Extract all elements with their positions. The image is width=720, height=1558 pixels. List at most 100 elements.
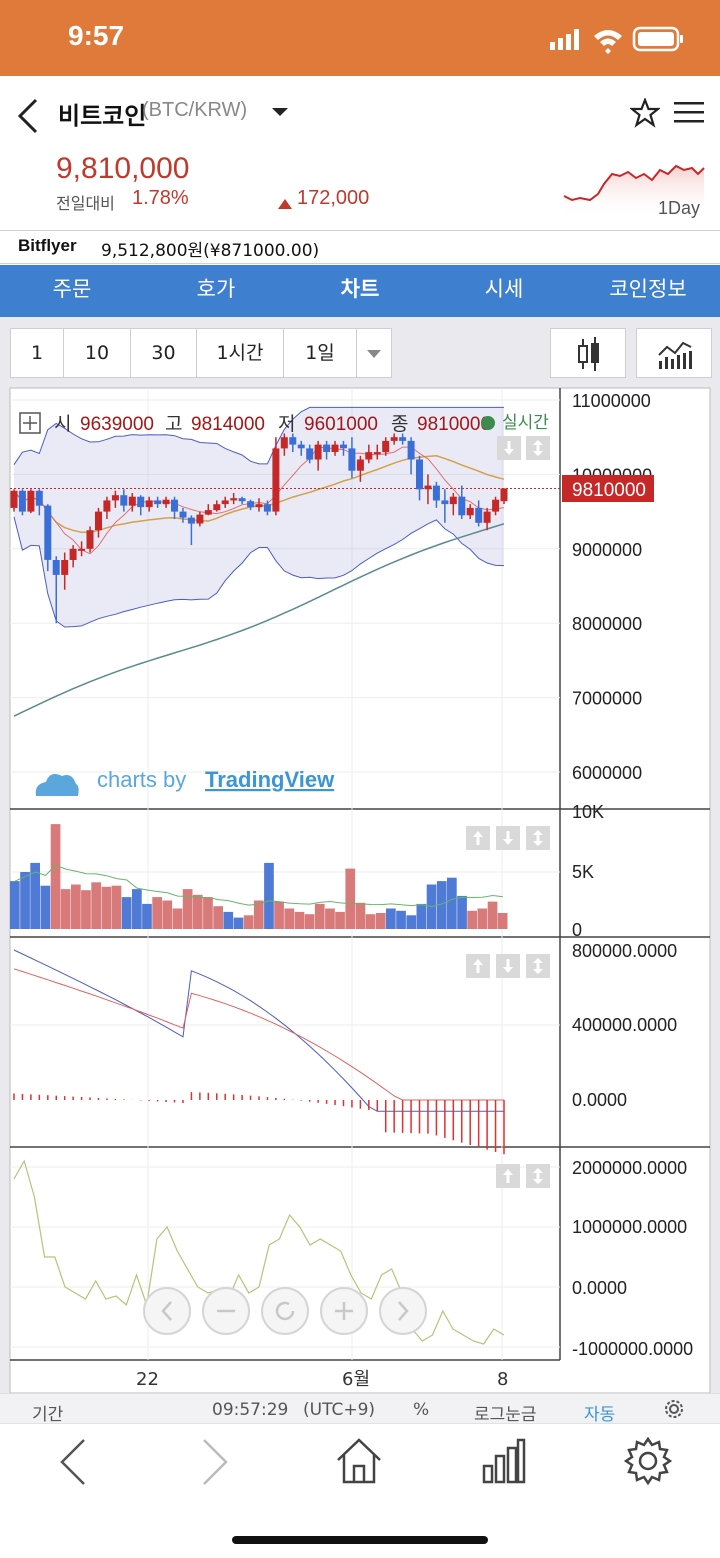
bollinger-upper-line (13, 406, 504, 465)
tab-coin-info[interactable]: 코인정보 (609, 277, 687, 301)
timeframe-more[interactable] (357, 329, 391, 377)
x-axis-label: 8 (497, 1369, 508, 1390)
volume-bar (223, 911, 234, 929)
chart-time: 09:57:29 (212, 1400, 289, 1420)
scroll-right-button[interactable] (379, 1287, 427, 1335)
volume-bars (10, 824, 560, 929)
panel-buttons (466, 436, 550, 1188)
price-axis-label: 9000000 (572, 540, 642, 560)
candle-body (407, 440, 415, 460)
candle-body (382, 440, 390, 453)
candle-body (128, 496, 136, 506)
bollinger-band-fill (14, 407, 504, 627)
candle-body (230, 498, 238, 501)
bar-chart-icon[interactable] (481, 1436, 527, 1486)
percent-toggle[interactable]: % (413, 1400, 430, 1420)
home-icon[interactable] (335, 1436, 383, 1486)
realtime-dot-icon (481, 416, 495, 430)
realtime-label[interactable]: 실시간 (502, 413, 549, 433)
status-icons (550, 26, 683, 54)
candle-body (204, 510, 212, 515)
status-time: 9:57 (68, 20, 125, 51)
tab-market[interactable]: 시세 (484, 277, 524, 301)
chart-panel (10, 388, 710, 1393)
timeframe-10min[interactable]: 10 (64, 329, 131, 377)
candle-body (399, 437, 407, 441)
volume-bar (406, 915, 417, 929)
candle-body (27, 490, 35, 512)
forward-arrow-icon[interactable] (198, 1436, 232, 1488)
volume-axis-label: 0 (572, 920, 582, 940)
coin-pair[interactable]: (BTC/KRW) (142, 99, 248, 121)
expand-icon[interactable] (19, 412, 41, 434)
volume-bar (121, 897, 132, 929)
macd-line (13, 949, 504, 1112)
signal-icon (550, 42, 555, 50)
volume-bar (213, 906, 223, 929)
open-value: 9639000 (80, 414, 154, 435)
volume-bar (497, 913, 508, 929)
candle-body (162, 499, 170, 505)
candle-body (331, 444, 339, 452)
candle-style-button[interactable] (550, 328, 626, 378)
ohlc-legend: 시 9639000 고 9814000 저 9601000 종 9810000 … (19, 412, 549, 435)
high-value: 9814000 (191, 414, 265, 435)
dropdown-icon[interactable] (270, 106, 290, 118)
candle-body (18, 490, 26, 512)
candle-body (221, 500, 229, 505)
volume-bar (314, 903, 325, 929)
sparkline-chart[interactable] (560, 156, 706, 218)
arrow-down-icon (503, 831, 513, 845)
macd-panel (10, 949, 560, 1155)
reset-button[interactable] (261, 1287, 309, 1335)
volume-bar (182, 889, 193, 929)
back-icon[interactable] (14, 96, 44, 136)
refresh-icon (275, 1301, 295, 1321)
gear-icon[interactable] (624, 1436, 672, 1486)
tab-chart[interactable]: 차트 (340, 277, 380, 301)
log-scale-toggle[interactable]: 로그눈금 (474, 1405, 537, 1425)
bollinger-bands (10, 406, 560, 717)
candle-body (52, 560, 60, 575)
bollinger-lower-line (13, 516, 505, 628)
change-percent: 1.78% (132, 187, 189, 209)
scroll-left-button[interactable] (143, 1287, 191, 1335)
price-axis-label: 11000000 (572, 391, 651, 411)
tradingview-watermark[interactable]: charts by TradingView (35, 767, 335, 796)
back-arrow-icon[interactable] (56, 1436, 90, 1488)
menu-icon[interactable] (674, 100, 704, 126)
indicator-button[interactable] (636, 328, 712, 378)
candle-body (154, 500, 162, 505)
timeframe-1day[interactable]: 1일 (284, 329, 357, 377)
volume-bar (71, 884, 81, 929)
candle-body (44, 505, 52, 560)
period-label[interactable]: 기간 (32, 1405, 64, 1425)
candle-body (424, 485, 432, 490)
volume-bar (91, 882, 101, 929)
candle-body (179, 511, 187, 518)
volume-bar (477, 908, 488, 929)
macd-axis-label: 800000.0000 (572, 941, 677, 961)
timeframe-30min[interactable]: 30 (131, 329, 197, 377)
volume-bar (233, 917, 244, 929)
candle-body (432, 485, 440, 501)
lower-axis-label: 0.0000 (572, 1278, 627, 1298)
exchange-price: 9,512,800원(¥871000.00) (101, 241, 320, 261)
candle-body (441, 500, 449, 505)
tab-orderbook[interactable]: 호가 (196, 277, 236, 301)
star-icon[interactable] (630, 98, 660, 128)
candle-body (297, 444, 305, 449)
timeframe-1hour[interactable]: 1시간 (197, 329, 284, 377)
price-chart[interactable]: 1100000010000000900000080000007000000600… (0, 0, 720, 1393)
chart-timezone[interactable]: (UTC+9) (303, 1400, 376, 1420)
settings-icon[interactable] (664, 1399, 684, 1419)
volume-bar (81, 890, 91, 929)
auto-scale-toggle[interactable]: 자동 (584, 1405, 616, 1425)
tab-order[interactable]: 주문 (52, 277, 92, 301)
candle-body (120, 495, 128, 506)
volume-bar (375, 913, 386, 929)
timeframe-1min[interactable]: 1 (11, 329, 64, 377)
volume-bar (436, 881, 447, 929)
coin-name[interactable]: 비트코인 (58, 102, 147, 130)
high-label: 고 (165, 413, 182, 435)
